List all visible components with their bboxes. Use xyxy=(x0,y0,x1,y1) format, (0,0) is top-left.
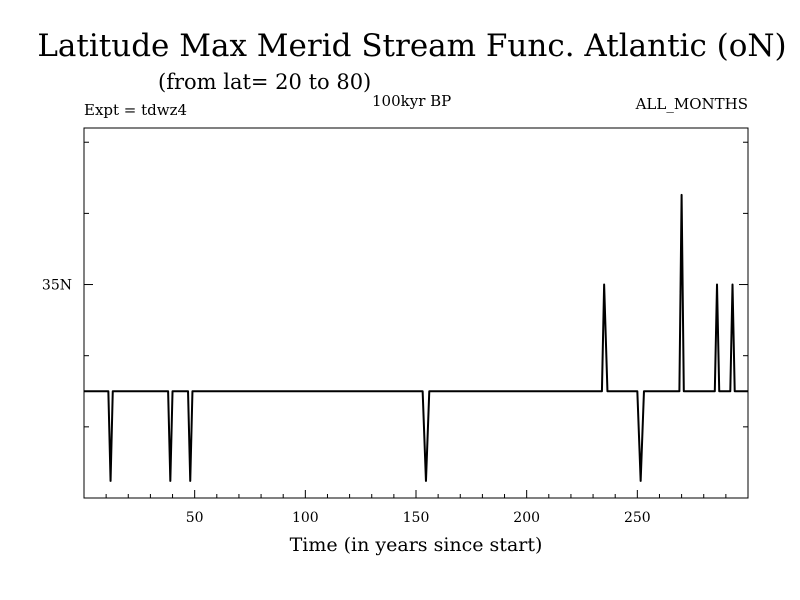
y-axis-tick-labels: 35N xyxy=(42,278,72,294)
plot-frame xyxy=(83,127,749,499)
x-tick-label: 250 xyxy=(624,510,651,526)
series-line xyxy=(84,193,748,482)
chart-title: Latitude Max Merid Stream Func. Atlantic… xyxy=(37,28,786,64)
x-tick-label: 150 xyxy=(403,510,430,526)
period-label: 100kyr BP xyxy=(372,92,451,110)
y-axis-ticks xyxy=(84,141,748,428)
chart-subtitle: (from lat= 20 to 80) xyxy=(158,70,371,94)
months-label: ALL_MONTHS xyxy=(635,95,748,113)
x-axis-label: Time (in years since start) xyxy=(290,534,543,556)
x-tick-label: 50 xyxy=(186,510,204,526)
x-tick-label: 200 xyxy=(513,510,540,526)
x-axis-ticks xyxy=(105,490,727,498)
x-axis-tick-labels: 50 100 150 200 250 xyxy=(186,510,651,526)
expt-label: Expt = tdwz4 xyxy=(84,101,187,119)
x-tick-label: 100 xyxy=(292,510,319,526)
y-tick-label: 35N xyxy=(42,278,72,294)
